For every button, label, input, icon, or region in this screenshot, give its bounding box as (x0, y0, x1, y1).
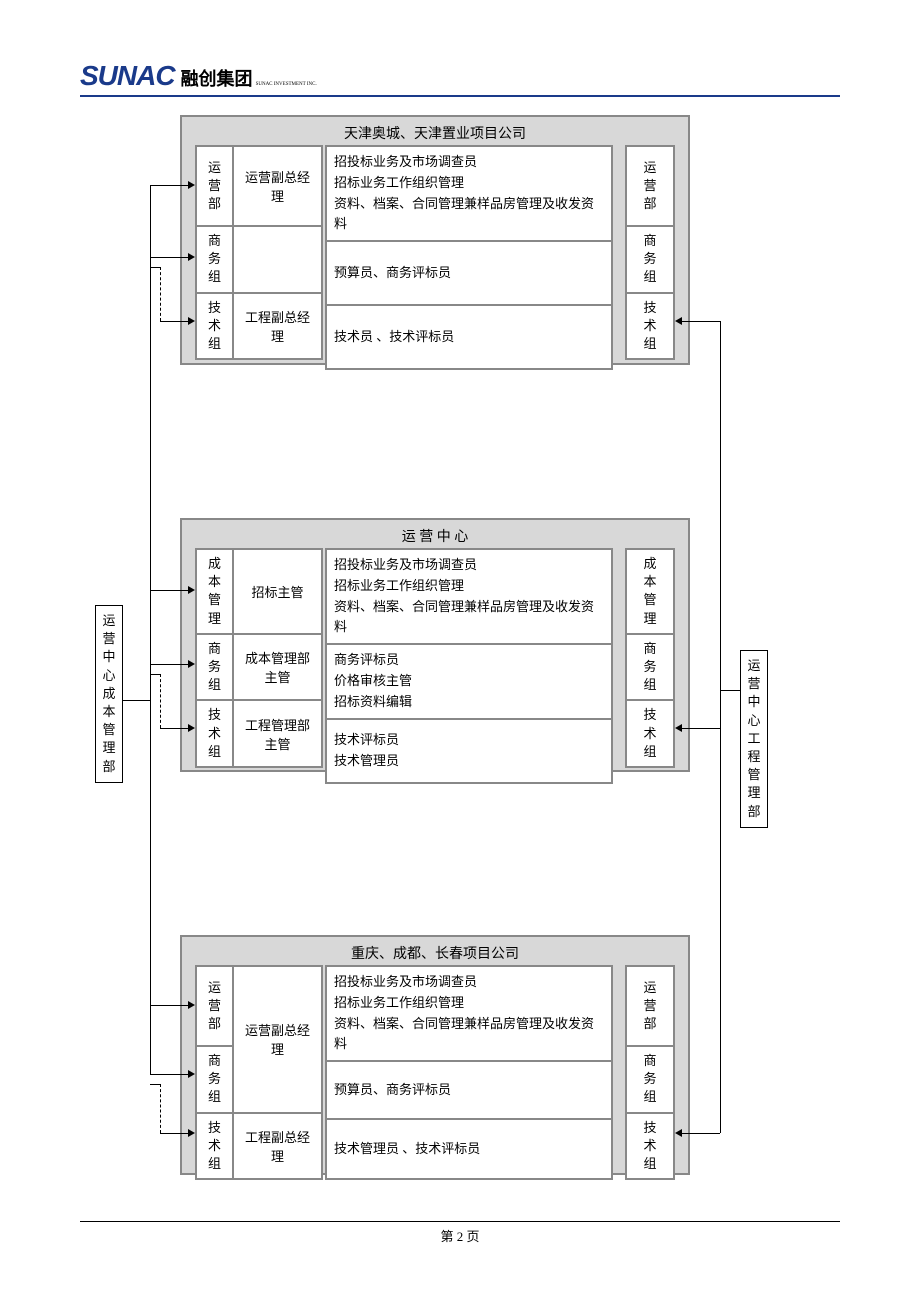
unit-cell: 商务组 (196, 226, 233, 293)
manager-cell: 运营副总经理 (233, 966, 322, 1113)
org-desc-table: 招投标业务及市场调查员招标业务工作组织管理资料、档案、合同管理兼样品房管理及收发… (325, 965, 613, 1180)
footer-rule (80, 1221, 840, 1222)
org-left-table: 运营部运营副总经理商务组技术组工程副总经理 (195, 965, 323, 1180)
right-unit-cell: 成本管理 (626, 549, 674, 634)
right-unit-cell: 技术组 (626, 700, 674, 767)
org-right-table: 运营部商务组技术组 (625, 145, 675, 360)
desc-cell: 技术管理员 、技术评标员 (326, 1119, 612, 1179)
unit-cell: 商务组 (196, 1046, 233, 1113)
manager-cell-empty (233, 226, 322, 293)
desc-cell: 技术评标员技术管理员 (326, 719, 612, 783)
manager-cell: 工程副总经理 (233, 293, 322, 360)
manager-cell: 招标主管 (233, 549, 322, 634)
unit-cell: 运营部 (196, 146, 233, 226)
org-left-table: 运营部运营副总经理商务组技术组工程副总经理 (195, 145, 323, 360)
unit-cell: 运营部 (196, 966, 233, 1046)
org-right-table: 成本管理商务组技术组 (625, 548, 675, 768)
desc-cell: 招投标业务及市场调查员招标业务工作组织管理资料、档案、合同管理兼样品房管理及收发… (326, 146, 612, 241)
desc-cell: 招投标业务及市场调查员招标业务工作组织管理资料、档案、合同管理兼样品房管理及收发… (326, 549, 612, 644)
manager-cell: 工程副总经理 (233, 1113, 322, 1180)
logo-en: SUNAC (80, 60, 175, 92)
side-box-cost-mgmt: 运营中心成本管理部 (95, 605, 123, 783)
unit-cell: 成本管理 (196, 549, 233, 634)
right-unit-cell: 运营部 (626, 966, 674, 1046)
desc-cell: 预算员、商务评标员 (326, 1061, 612, 1119)
org-right-table: 运营部商务组技术组 (625, 965, 675, 1180)
manager-cell: 运营副总经理 (233, 146, 322, 226)
desc-cell: 技术员 、技术评标员 (326, 305, 612, 369)
right-unit-cell: 商务组 (626, 634, 674, 701)
manager-cell: 成本管理部主管 (233, 634, 322, 701)
logo-cn: 融创集团 (181, 65, 253, 91)
manager-cell: 工程管理部主管 (233, 700, 322, 767)
right-unit-cell: 技术组 (626, 293, 674, 360)
side-box-eng-mgmt: 运营中心工程管理部 (740, 650, 768, 828)
right-unit-cell: 技术组 (626, 1113, 674, 1180)
unit-cell: 商务组 (196, 634, 233, 701)
unit-cell: 技术组 (196, 700, 233, 767)
footer-page: 第 2 页 (0, 1226, 920, 1245)
org-left-table: 成本管理招标主管商务组成本管理部主管技术组工程管理部主管 (195, 548, 323, 768)
right-unit-cell: 运营部 (626, 146, 674, 226)
org-desc-table: 招投标业务及市场调查员招标业务工作组织管理资料、档案、合同管理兼样品房管理及收发… (325, 145, 613, 370)
unit-cell: 技术组 (196, 293, 233, 360)
org-desc-table: 招投标业务及市场调查员招标业务工作组织管理资料、档案、合同管理兼样品房管理及收发… (325, 548, 613, 784)
desc-cell: 预算员、商务评标员 (326, 241, 612, 305)
desc-cell: 商务评标员价格审核主管招标资料编辑 (326, 644, 612, 718)
unit-cell: 技术组 (196, 1113, 233, 1180)
logo-sub: SUNAC INVESTMENT INC. (256, 82, 317, 87)
right-unit-cell: 商务组 (626, 1046, 674, 1113)
desc-cell: 招投标业务及市场调查员招标业务工作组织管理资料、档案、合同管理兼样品房管理及收发… (326, 966, 612, 1061)
page-header: SUNAC 融创集团 SUNAC INVESTMENT INC. (80, 60, 840, 97)
right-unit-cell: 商务组 (626, 226, 674, 293)
